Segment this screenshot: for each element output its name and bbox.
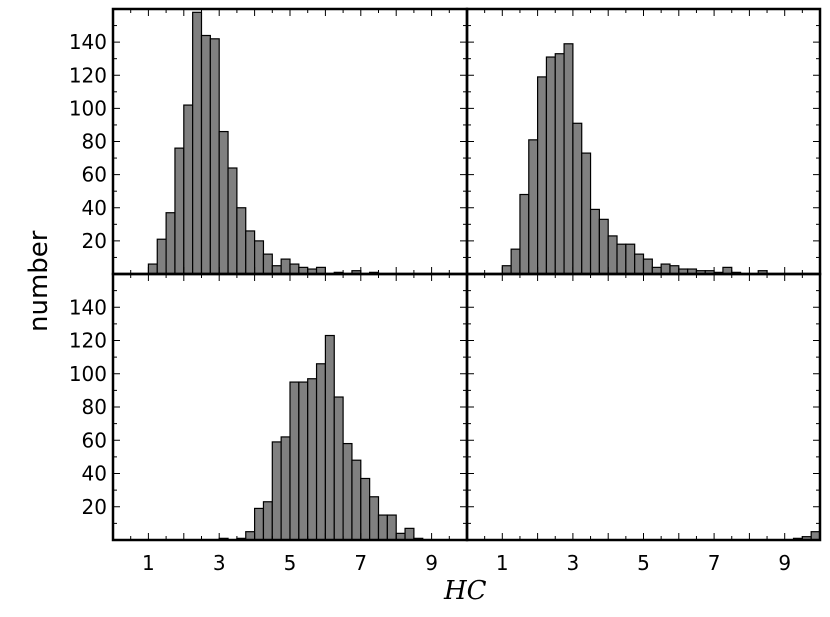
panel-bottom-right: 1 3 5 7 9	[465, 272, 822, 575]
histogram-bar	[377, 514, 388, 540]
histogram-bar	[563, 43, 574, 274]
histogram-bar	[369, 496, 380, 540]
histogram-bar	[572, 122, 583, 274]
histogram-bar	[254, 240, 265, 274]
histogram-bar	[165, 212, 176, 274]
y-tick-label: 80	[82, 395, 107, 419]
histogram-bar	[660, 263, 671, 274]
y-tick-label: 20	[82, 229, 107, 253]
histogram-bar	[607, 235, 618, 274]
histogram-bar	[536, 76, 548, 274]
histogram-bar	[554, 53, 565, 274]
y-tick-label: 100	[69, 96, 107, 120]
x-tick-label: 3	[567, 551, 580, 575]
histogram-bar	[218, 130, 229, 274]
histogram-bar	[642, 258, 653, 274]
histogram-bar	[209, 38, 220, 274]
y-tick-label: 80	[82, 130, 107, 154]
histogram-bar	[289, 381, 300, 540]
y-tick-label: 40	[82, 462, 107, 486]
panel-top-right	[465, 7, 822, 276]
histogram-bar	[634, 253, 645, 274]
panel-frame	[465, 272, 822, 542]
x-tick-label: 5	[637, 551, 650, 575]
histogram-bar	[183, 104, 194, 274]
x-tick-label: 1	[496, 551, 509, 575]
y-tick-label: 120	[69, 63, 107, 87]
histogram-bar	[298, 381, 309, 540]
y-tick-label: 40	[82, 196, 107, 220]
histogram-bar	[280, 258, 291, 274]
x-tick-label: 5	[284, 551, 297, 575]
histogram-bar	[200, 34, 211, 274]
histogram-bar	[262, 501, 273, 540]
histogram-bar	[528, 139, 539, 274]
histogram-bar	[404, 527, 415, 540]
histogram-bar	[262, 253, 273, 274]
y-tick-label: 120	[69, 329, 107, 353]
x-tick-label: 3	[213, 551, 226, 575]
y-tick-label: 140	[69, 30, 107, 54]
histogram-bar	[598, 218, 609, 274]
y-tick-label: 60	[82, 163, 107, 187]
histogram-bar	[545, 56, 556, 274]
x-tick-label: 9	[425, 551, 438, 575]
histogram-bar	[307, 378, 318, 540]
histogram-bar	[616, 243, 627, 274]
histogram-bar	[342, 442, 353, 540]
histogram-bar	[819, 519, 820, 540]
histogram-bar	[315, 363, 326, 540]
x-tick-label: 7	[354, 551, 367, 575]
histogram-bar	[280, 436, 291, 540]
histogram-bar	[271, 441, 282, 540]
y-axis-label: number	[24, 230, 54, 332]
histogram-bar	[254, 507, 265, 540]
panel-bottom-left: 20 40 60 80 100 120 140 1 3 5 7 9	[69, 272, 469, 575]
histogram-bar	[147, 263, 158, 274]
y-tick-label: 100	[69, 362, 107, 386]
histogram-bar	[510, 248, 521, 274]
histogram-bar	[245, 230, 256, 274]
histogram-bar	[581, 152, 592, 274]
histogram-bar	[333, 396, 344, 540]
x-tick-label: 1	[142, 551, 155, 575]
x-tick-label: 9	[778, 551, 791, 575]
histogram-bar	[625, 243, 636, 274]
histogram-bar	[227, 167, 238, 274]
panel-top-left: 20 40 60 80 100 120 140	[69, 7, 469, 276]
histogram-bar	[519, 193, 530, 274]
y-tick-label: 60	[82, 428, 107, 452]
y-tick-label: 20	[82, 495, 107, 519]
histogram-bar	[156, 238, 167, 274]
y-tick-label: 140	[69, 295, 107, 319]
x-axis-label: HC	[444, 576, 487, 606]
histogram-bar	[351, 459, 362, 540]
histogram-bar	[589, 208, 600, 274]
histogram-bar	[324, 334, 335, 540]
histogram-bar	[174, 147, 185, 274]
histogram-bar	[386, 514, 397, 540]
histogram-bar	[236, 207, 247, 274]
histogram-bar	[360, 477, 371, 540]
histogram-bar	[289, 263, 300, 274]
x-tick-label: 7	[708, 551, 721, 575]
histogram-bar	[192, 11, 203, 274]
